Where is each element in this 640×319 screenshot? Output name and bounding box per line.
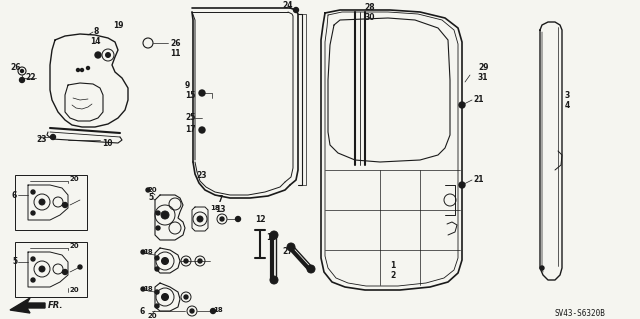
Circle shape bbox=[31, 257, 35, 261]
Circle shape bbox=[146, 188, 150, 192]
Text: 6: 6 bbox=[140, 308, 145, 316]
Circle shape bbox=[540, 266, 544, 270]
Text: 3: 3 bbox=[565, 91, 570, 100]
Circle shape bbox=[78, 265, 82, 269]
Text: 18: 18 bbox=[210, 205, 220, 211]
Text: 12: 12 bbox=[255, 216, 265, 225]
Circle shape bbox=[220, 217, 224, 221]
Circle shape bbox=[459, 102, 465, 108]
Text: 6: 6 bbox=[12, 190, 17, 199]
Circle shape bbox=[155, 256, 159, 260]
Circle shape bbox=[31, 190, 35, 194]
Text: 23: 23 bbox=[196, 170, 207, 180]
Text: 18: 18 bbox=[143, 286, 153, 292]
Text: 18: 18 bbox=[143, 249, 153, 255]
Text: SV43-S6320B: SV43-S6320B bbox=[555, 308, 605, 317]
Circle shape bbox=[294, 8, 298, 12]
Text: 21: 21 bbox=[473, 175, 483, 184]
Circle shape bbox=[156, 211, 160, 215]
Circle shape bbox=[197, 216, 203, 222]
Text: 15: 15 bbox=[185, 92, 195, 100]
Circle shape bbox=[141, 250, 145, 254]
Text: 27: 27 bbox=[282, 248, 292, 256]
Circle shape bbox=[19, 78, 24, 83]
Text: 29: 29 bbox=[478, 63, 488, 72]
Text: 23: 23 bbox=[36, 136, 47, 145]
Text: 16: 16 bbox=[266, 234, 276, 242]
Text: 5: 5 bbox=[148, 194, 153, 203]
Circle shape bbox=[81, 69, 83, 71]
Text: FR.: FR. bbox=[48, 300, 63, 309]
Circle shape bbox=[161, 257, 168, 264]
FancyBboxPatch shape bbox=[15, 242, 87, 297]
Circle shape bbox=[161, 211, 169, 219]
Circle shape bbox=[86, 66, 90, 70]
Text: 2: 2 bbox=[390, 271, 396, 279]
Text: 11: 11 bbox=[170, 48, 180, 57]
Circle shape bbox=[184, 295, 188, 299]
Circle shape bbox=[156, 226, 160, 230]
Circle shape bbox=[63, 203, 67, 207]
Circle shape bbox=[200, 128, 204, 132]
Text: 17: 17 bbox=[185, 125, 196, 135]
Text: 7: 7 bbox=[218, 196, 223, 204]
Text: 8: 8 bbox=[93, 27, 99, 36]
Circle shape bbox=[95, 52, 101, 58]
Circle shape bbox=[236, 217, 241, 221]
Circle shape bbox=[155, 304, 159, 308]
Text: 14: 14 bbox=[90, 36, 100, 46]
Text: 13: 13 bbox=[215, 205, 225, 214]
Circle shape bbox=[155, 267, 159, 271]
Circle shape bbox=[77, 69, 79, 71]
Circle shape bbox=[20, 70, 24, 72]
Circle shape bbox=[51, 135, 56, 139]
Text: 1: 1 bbox=[390, 261, 396, 270]
Circle shape bbox=[199, 90, 205, 96]
Circle shape bbox=[307, 265, 315, 273]
Circle shape bbox=[198, 259, 202, 263]
Text: 20: 20 bbox=[148, 313, 157, 319]
Text: 4: 4 bbox=[565, 100, 570, 109]
Text: 21: 21 bbox=[473, 95, 483, 105]
Circle shape bbox=[211, 308, 216, 314]
Circle shape bbox=[199, 127, 205, 133]
Circle shape bbox=[161, 293, 168, 300]
Circle shape bbox=[270, 231, 278, 239]
Circle shape bbox=[459, 182, 465, 188]
Circle shape bbox=[141, 287, 145, 291]
Circle shape bbox=[39, 266, 45, 272]
Circle shape bbox=[31, 211, 35, 215]
Text: 18: 18 bbox=[213, 307, 223, 313]
Circle shape bbox=[287, 243, 295, 251]
Text: 30: 30 bbox=[365, 13, 375, 23]
Text: 20: 20 bbox=[70, 243, 79, 249]
Polygon shape bbox=[10, 298, 45, 313]
Circle shape bbox=[270, 276, 278, 284]
Circle shape bbox=[39, 199, 45, 205]
FancyBboxPatch shape bbox=[15, 175, 87, 230]
Text: 20: 20 bbox=[70, 176, 79, 182]
Text: 22: 22 bbox=[25, 73, 35, 83]
Text: 24: 24 bbox=[283, 1, 293, 10]
Text: 9: 9 bbox=[185, 81, 190, 91]
Text: 19: 19 bbox=[113, 21, 124, 31]
Circle shape bbox=[190, 309, 194, 313]
Circle shape bbox=[63, 270, 67, 275]
Circle shape bbox=[31, 278, 35, 282]
Text: 20: 20 bbox=[148, 187, 157, 193]
Text: 5: 5 bbox=[12, 257, 17, 266]
Text: 26: 26 bbox=[10, 63, 20, 72]
Text: 20: 20 bbox=[70, 287, 79, 293]
Text: 26: 26 bbox=[170, 39, 180, 48]
Circle shape bbox=[105, 52, 111, 58]
Circle shape bbox=[184, 259, 188, 263]
Text: 25: 25 bbox=[185, 114, 195, 122]
Text: 31: 31 bbox=[478, 73, 488, 83]
Text: 28: 28 bbox=[365, 4, 375, 12]
Text: 10: 10 bbox=[102, 139, 113, 149]
Circle shape bbox=[155, 290, 159, 294]
